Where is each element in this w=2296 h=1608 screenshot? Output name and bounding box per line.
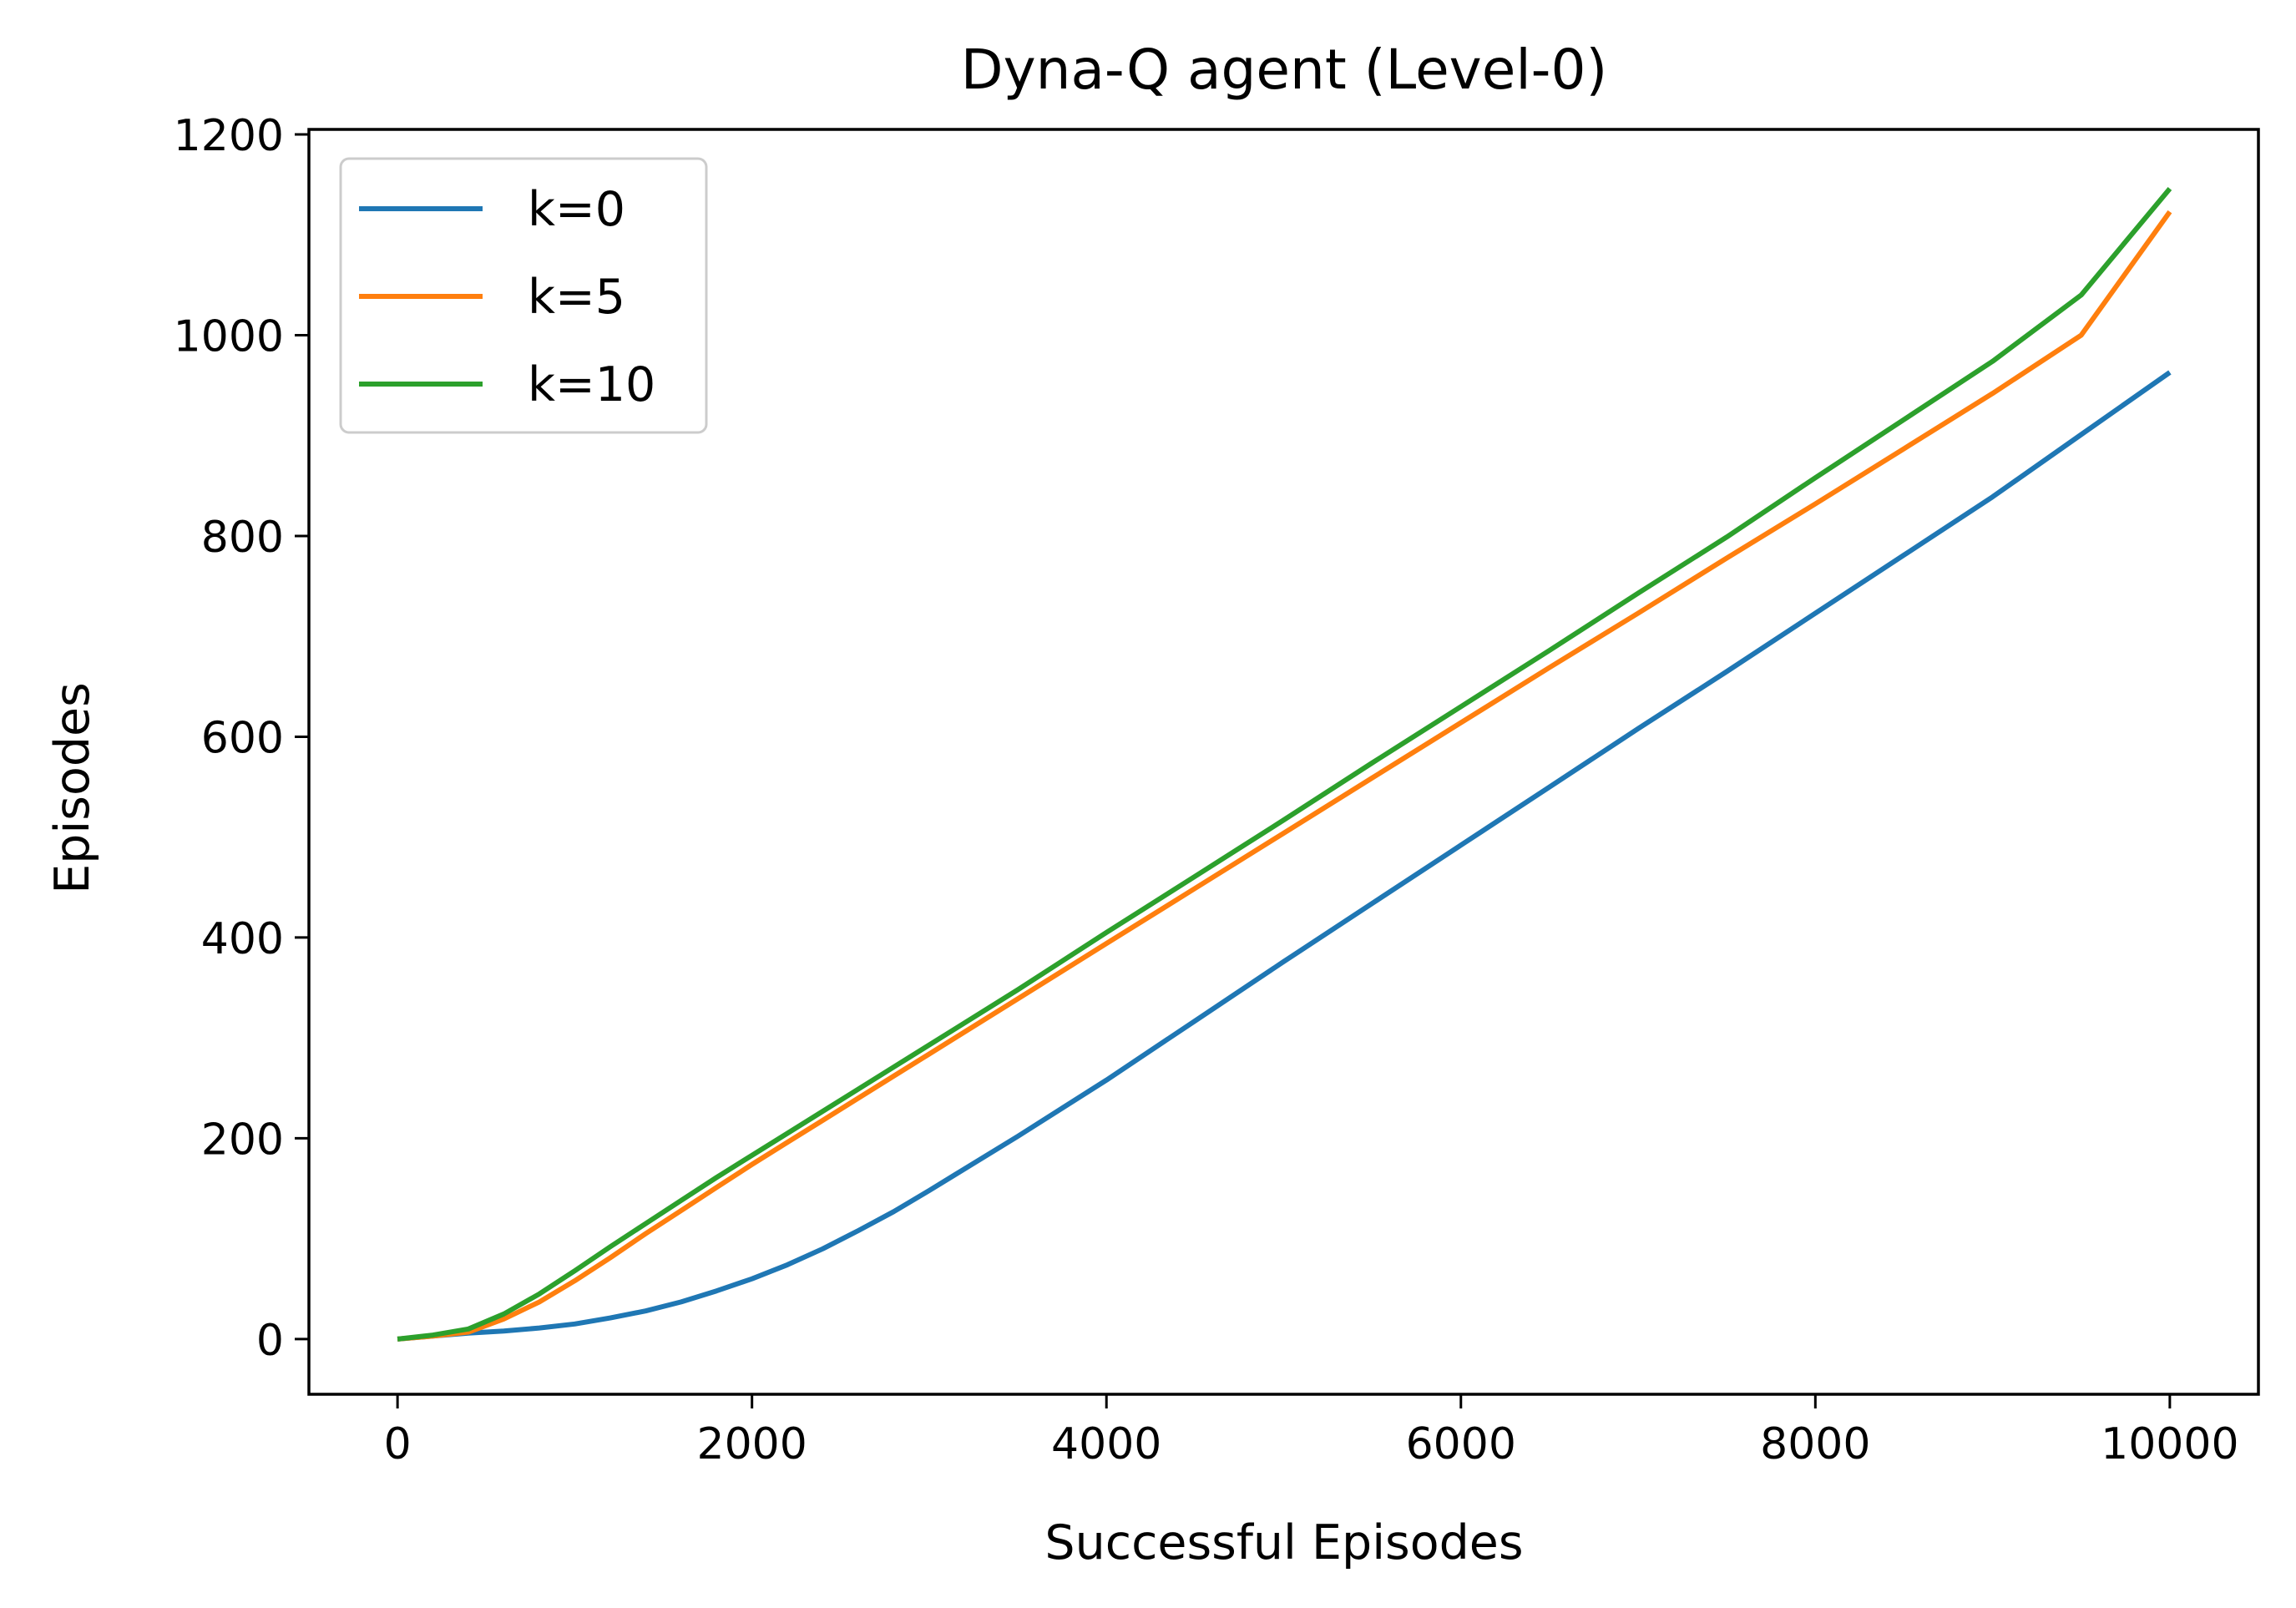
y-tick-label: 1000 — [174, 311, 284, 362]
series-line-k0 — [397, 370, 2172, 1342]
legend-box — [339, 157, 708, 434]
x-tick-label: 10000 — [2101, 1419, 2238, 1469]
y-axis: 0 200 400 600 800 1000 1200 — [174, 111, 309, 1366]
legend-label: k=10 — [528, 357, 655, 412]
y-axis-title: Episodes — [45, 682, 100, 894]
y-tick-label: 400 — [201, 914, 284, 964]
series-line-k10 — [397, 186, 2172, 1342]
axes-frame — [307, 128, 2260, 1396]
x-axis-title: Successful Episodes — [1044, 1515, 1523, 1570]
x-tick-label: 6000 — [1406, 1419, 1516, 1469]
plot-area — [397, 186, 2172, 1342]
y-tick-label: 800 — [201, 513, 284, 563]
series-line-k5 — [397, 210, 2172, 1342]
y-tick-label: 1200 — [174, 111, 284, 161]
legend-label: k=0 — [528, 182, 625, 237]
x-tick-label: 2000 — [697, 1419, 807, 1469]
x-tick-label: 0 — [384, 1419, 412, 1469]
y-tick-label: 600 — [201, 713, 284, 763]
x-tick-label: 8000 — [1760, 1419, 1870, 1469]
chart-title: Dyna-Q agent (Level-0) — [961, 38, 1607, 102]
x-axis: 0 2000 4000 6000 8000 10000 — [384, 1394, 2239, 1469]
y-tick-label: 200 — [201, 1115, 284, 1165]
legend: k=0 k=5 k=10 — [339, 157, 708, 434]
x-tick-label: 4000 — [1051, 1419, 1161, 1469]
y-tick-label: 0 — [256, 1316, 284, 1366]
legend-label: k=5 — [528, 270, 625, 325]
